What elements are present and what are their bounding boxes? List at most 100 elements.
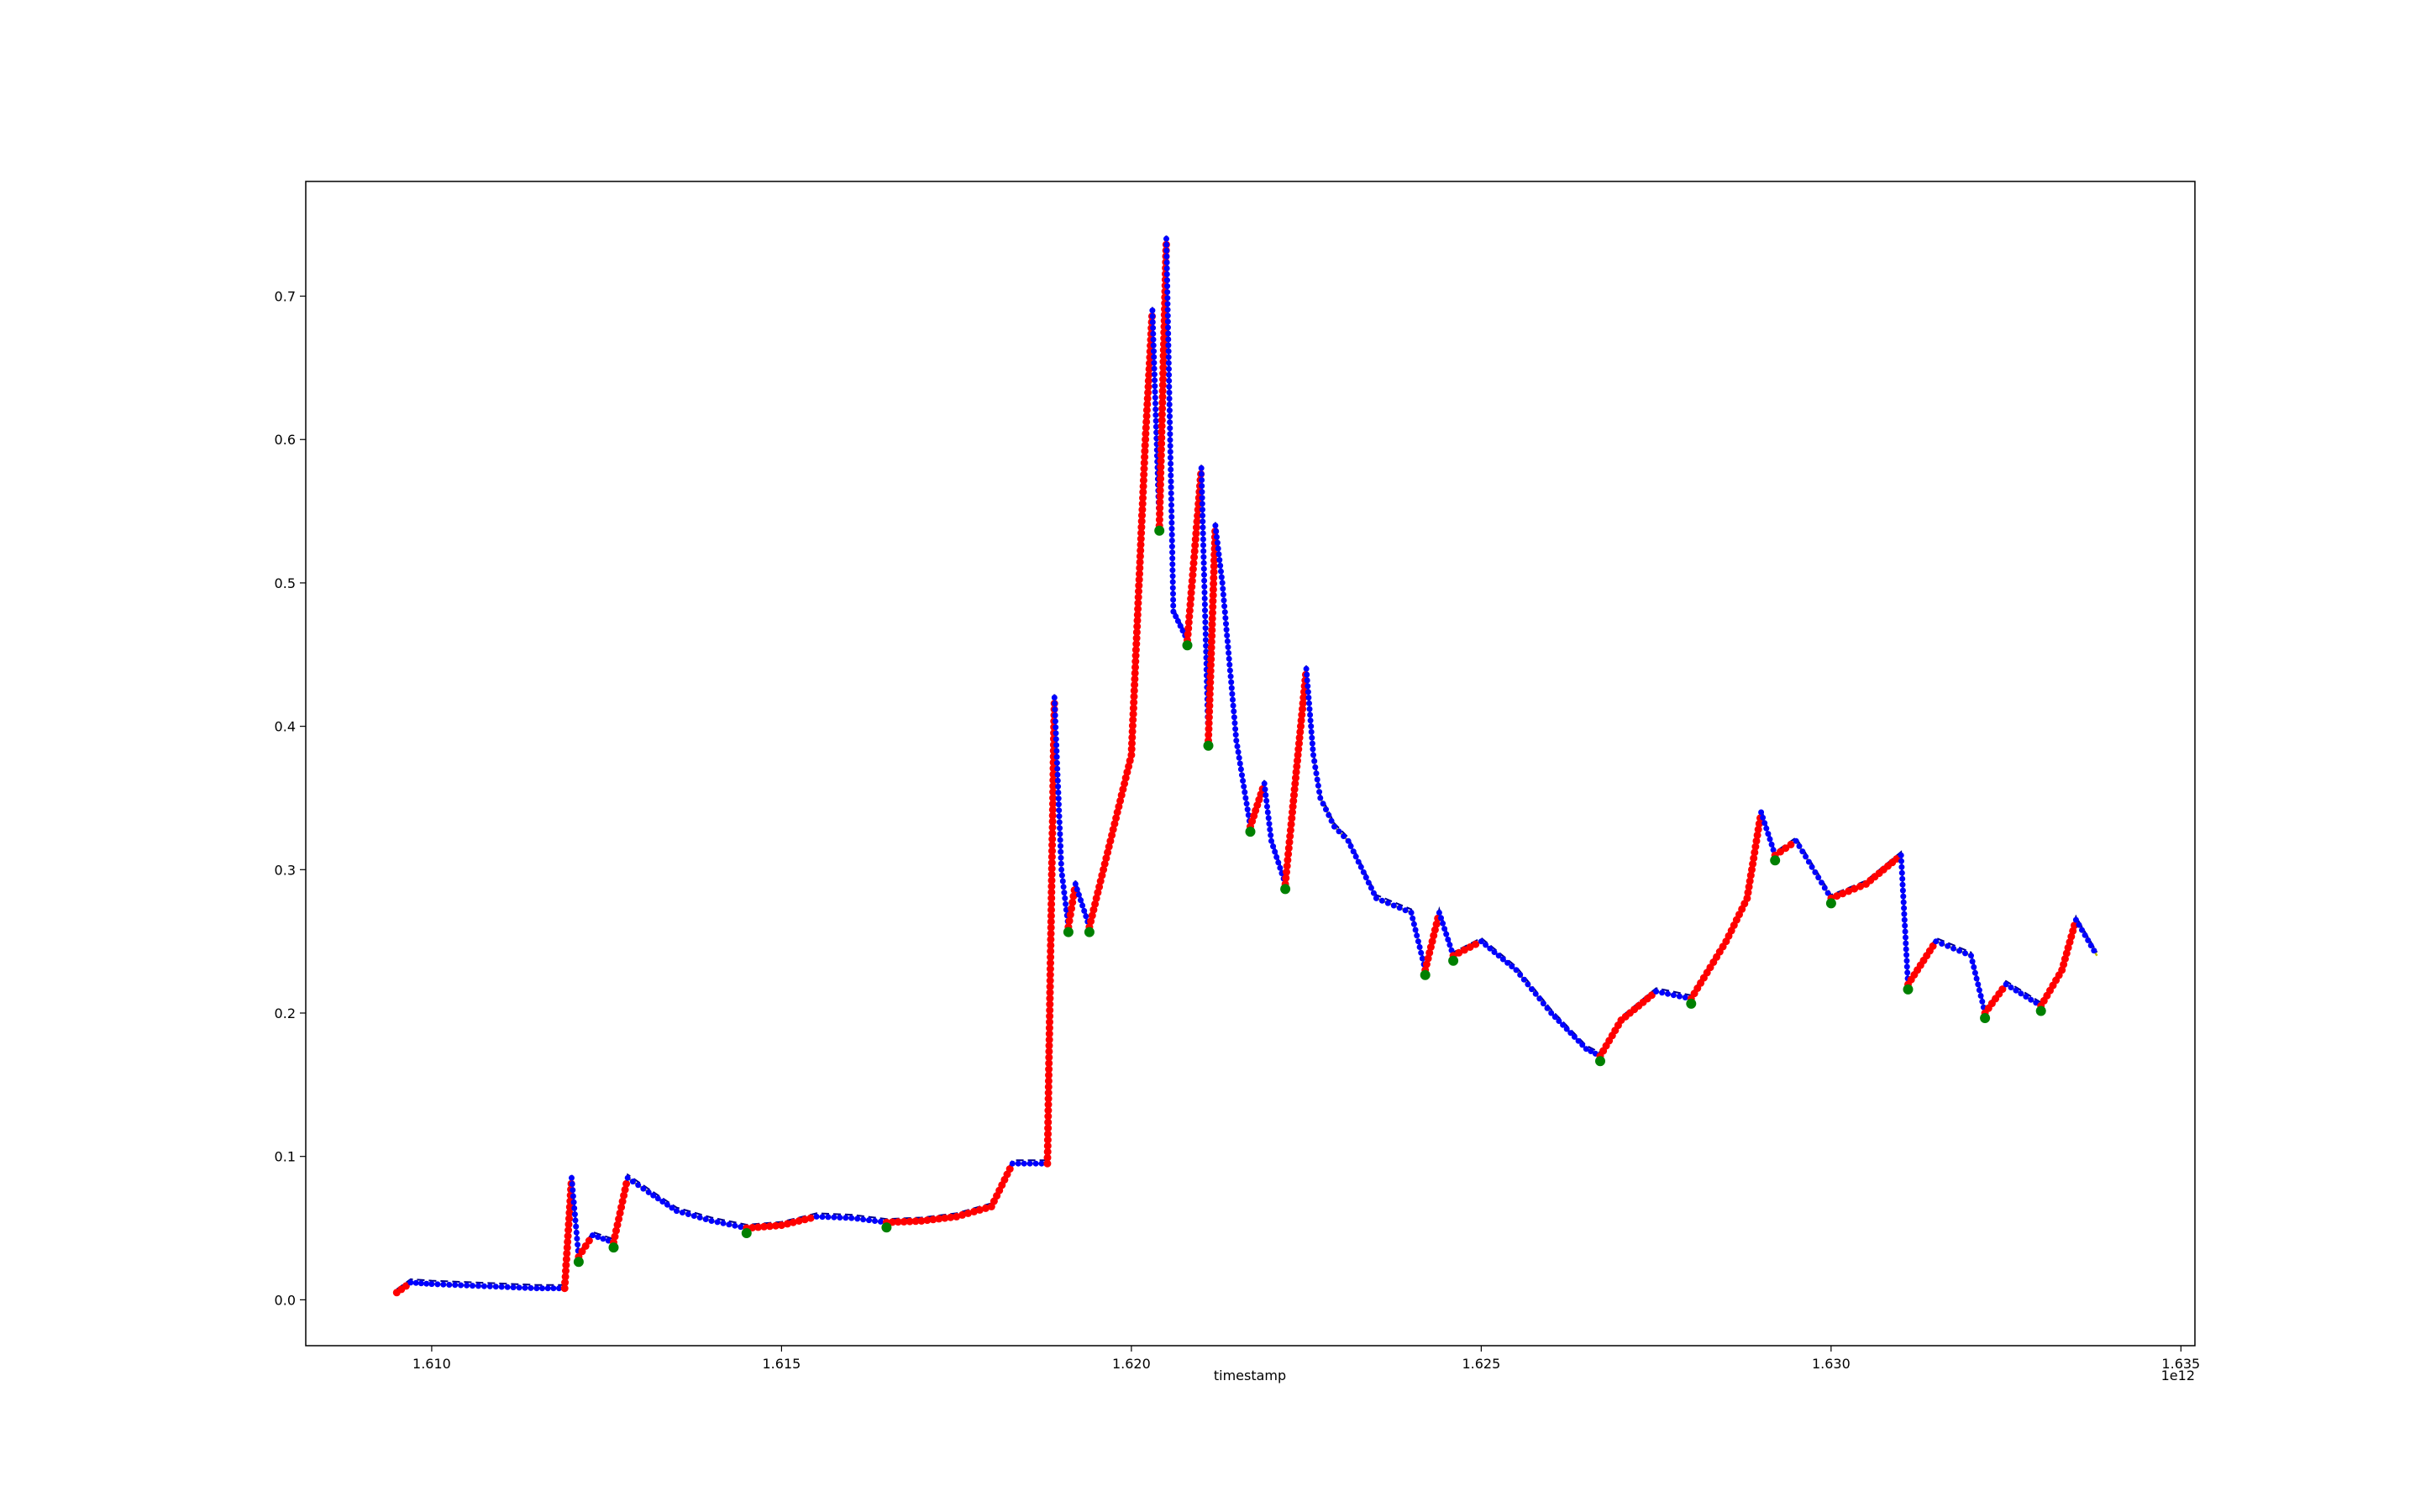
- blue-marker: [1163, 253, 1170, 260]
- blue-marker: [1228, 685, 1235, 691]
- red-marker: [1422, 960, 1431, 969]
- red-marker: [1066, 911, 1074, 919]
- red-marker: [1839, 890, 1847, 898]
- red-marker: [1206, 673, 1215, 681]
- blue-marker: [1903, 963, 1910, 970]
- blue-marker: [1168, 478, 1174, 485]
- blue-marker: [1323, 806, 1329, 813]
- blue-marker: [1052, 706, 1058, 713]
- blue-marker: [1268, 832, 1274, 838]
- red-marker: [1292, 774, 1299, 782]
- red-marker: [1744, 889, 1752, 897]
- blue-marker: [1517, 972, 1524, 978]
- blue-marker: [1903, 958, 1910, 964]
- red-marker: [1045, 1053, 1053, 1062]
- blue-marker: [1168, 525, 1175, 532]
- red-marker: [1047, 906, 1055, 914]
- blue-marker: [813, 1213, 820, 1220]
- blue-marker: [1311, 758, 1318, 764]
- blue-marker: [1170, 602, 1177, 609]
- red-marker: [613, 1221, 622, 1229]
- red-marker: [1424, 954, 1432, 963]
- red-marker: [970, 1207, 978, 1215]
- blue-marker: [1976, 987, 1982, 994]
- red-marker: [1133, 622, 1142, 631]
- red-marker: [1283, 862, 1291, 870]
- red-marker: [1426, 943, 1435, 951]
- blue-marker: [1402, 907, 1409, 914]
- red-marker: [1285, 838, 1294, 847]
- blue-marker: [1167, 454, 1173, 461]
- red-marker: [1137, 529, 1146, 537]
- blue-marker: [1083, 913, 1089, 920]
- red-marker: [1046, 983, 1054, 991]
- red-marker: [1752, 837, 1761, 845]
- blue-marker: [1163, 247, 1170, 254]
- blue-marker: [1226, 655, 1232, 662]
- blue-marker: [1445, 937, 1452, 942]
- blue-marker: [1448, 947, 1455, 953]
- blue-marker: [1761, 820, 1768, 827]
- blue-marker: [1504, 959, 1511, 966]
- blue-marker: [569, 1174, 575, 1181]
- red-marker: [1128, 722, 1137, 730]
- blue-marker: [1263, 792, 1269, 799]
- blue-marker: [1513, 967, 1520, 974]
- blue-marker: [1487, 945, 1494, 952]
- green-marker: [1182, 640, 1193, 651]
- red-marker: [1047, 929, 1055, 937]
- blue-marker: [1659, 990, 1666, 996]
- red-marker: [620, 1191, 628, 1200]
- blue-marker: [2085, 937, 2092, 943]
- blue-marker: [1227, 673, 1234, 680]
- blue-marker: [1231, 720, 1238, 727]
- red-marker: [1205, 719, 1213, 727]
- red-marker: [1132, 640, 1141, 648]
- red-marker: [585, 1236, 593, 1245]
- blue-marker: [2018, 990, 2024, 997]
- blue-marker: [480, 1283, 487, 1289]
- blue-marker: [1055, 795, 1062, 802]
- blue-marker: [1202, 619, 1209, 626]
- blue-marker: [2091, 948, 2097, 954]
- blue-marker: [1350, 848, 1357, 855]
- blue-marker: [1315, 782, 1321, 789]
- red-marker: [1142, 412, 1151, 420]
- red-marker: [1184, 624, 1193, 633]
- blue-marker: [726, 1221, 732, 1228]
- red-marker: [1135, 581, 1143, 590]
- blue-marker: [1009, 1160, 1016, 1167]
- red-marker: [1043, 1153, 1052, 1162]
- red-marker: [1158, 386, 1167, 395]
- green-marker: [573, 1257, 584, 1268]
- blue-marker: [1336, 828, 1342, 835]
- blue-marker: [714, 1219, 721, 1226]
- blue-marker: [1202, 613, 1209, 620]
- red-marker: [1132, 634, 1141, 643]
- blue-marker: [1053, 730, 1059, 737]
- red-marker: [929, 1215, 937, 1224]
- red-marker: [1158, 439, 1166, 448]
- blue-marker: [1152, 412, 1159, 418]
- blue-marker: [1149, 319, 1156, 325]
- red-marker: [1157, 475, 1165, 483]
- blue-marker: [624, 1174, 631, 1181]
- blue-marker: [1408, 910, 1415, 916]
- red-marker: [1045, 1059, 1053, 1068]
- blue-marker: [1443, 931, 1450, 937]
- red-marker: [1428, 937, 1436, 946]
- red-marker: [1044, 1130, 1052, 1138]
- red-marker: [1851, 885, 1859, 893]
- red-marker: [564, 1237, 572, 1246]
- red-marker: [1157, 463, 1165, 471]
- red-marker: [1110, 820, 1119, 828]
- blue-marker: [1235, 748, 1242, 755]
- red-marker: [1140, 470, 1148, 479]
- blue-marker: [1168, 532, 1175, 538]
- blue-marker: [1903, 934, 1908, 941]
- blue-marker: [1310, 752, 1316, 759]
- blue-marker: [872, 1218, 878, 1224]
- blue-marker: [825, 1214, 832, 1221]
- blue-marker: [1556, 1018, 1562, 1024]
